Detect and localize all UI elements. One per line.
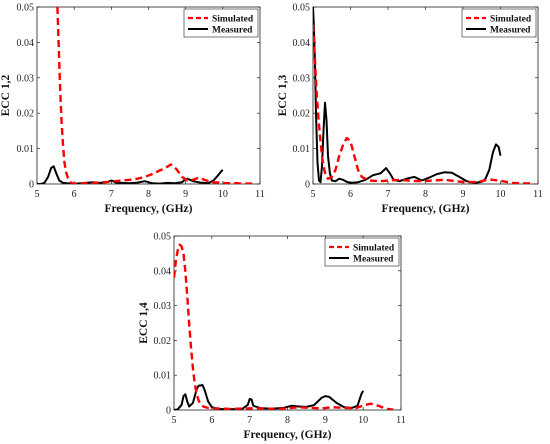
y-tick-label: 0.03 [154,301,172,312]
x-axis-label: Frequency, (GHz) [244,429,332,441]
x-tick-label: 6 [209,415,214,426]
x-tick-label: 8 [285,415,290,426]
y-tick-label: 0.04 [293,38,311,49]
series-line-simulated [313,24,535,184]
x-tick-label: 5 [311,189,316,200]
y-tick-label: 0.02 [154,336,172,347]
x-axis-label: Frequency, (GHz) [105,203,193,215]
x-tick-label: 7 [386,189,391,200]
y-tick-label: 0.01 [154,371,172,382]
y-tick-label: 0.02 [17,109,35,120]
legend-label-simulated: Simulated [212,15,254,25]
y-axis-label: ECC 1,3 [277,74,289,116]
chart-panel-3: 5 6 7 8 9 10 11 0 0.01 0.02 0.03 0.04 0.05 SimulatedM… [138,232,406,442]
y-tick-label: 0.05 [154,232,172,243]
x-tick-label: 11 [533,189,543,200]
x-axis-label: Frequency, (GHz) [382,203,470,215]
legend-box [183,8,259,38]
y-tick-label: 0.02 [293,109,311,120]
legend-label-measured: Measured [353,255,394,265]
x-tick-label: 7 [109,189,114,200]
y-axis-label: ECC 1,2 [0,74,12,116]
x-tick-label: 5 [172,415,177,426]
series-line-simulated [174,243,394,410]
y-tick-label: 0.04 [17,38,35,49]
x-tick-label: 8 [423,189,428,200]
legend-box [324,237,400,267]
legend-label-measured: Measured [490,26,531,36]
series-line-measured [37,165,224,184]
x-tick-label: 9 [323,415,328,426]
legend-box [461,8,537,38]
x-tick-label: 5 [35,189,40,200]
x-tick-label: 9 [183,189,188,200]
legend-label-simulated: Simulated [490,15,532,25]
y-tick-label: 0.03 [293,73,311,84]
x-tick-label: 10 [496,189,506,200]
legend-label-simulated: Simulated [353,244,395,254]
x-tick-label: 7 [247,415,252,426]
x-tick-label: 11 [396,415,406,426]
x-tick-label: 6 [72,189,77,200]
legend-label-measured: Measured [212,26,253,36]
y-axis-label: ECC 1,4 [138,302,150,344]
y-tick-label: 0 [305,180,310,191]
x-tick-label: 9 [461,189,466,200]
x-tick-label: 11 [255,189,265,200]
y-tick-label: 0.05 [17,3,35,14]
y-tick-label: 0.05 [293,3,311,14]
y-tick-label: 0 [166,406,171,417]
y-tick-label: 0.04 [154,266,172,277]
x-tick-label: 10 [358,415,368,426]
series-line-simulated [56,7,257,184]
y-tick-label: 0.03 [17,73,35,84]
y-tick-label: 0.01 [17,144,35,155]
x-tick-label: 10 [218,189,228,200]
x-tick-label: 8 [146,189,151,200]
y-tick-label: 0 [29,180,34,191]
chart-panel-1: 5 6 7 8 9 10 11 0 0.01 0.02 0.03 0.04 0.05 SimulatedM… [0,3,265,216]
x-tick-label: 6 [348,189,353,200]
y-tick-label: 0.01 [293,144,311,155]
series-line-measured [174,383,365,410]
chart-panel-2: 5 6 7 8 9 10 11 0 0.01 0.02 0.03 0.04 0.05 SimulatedM… [277,3,543,216]
